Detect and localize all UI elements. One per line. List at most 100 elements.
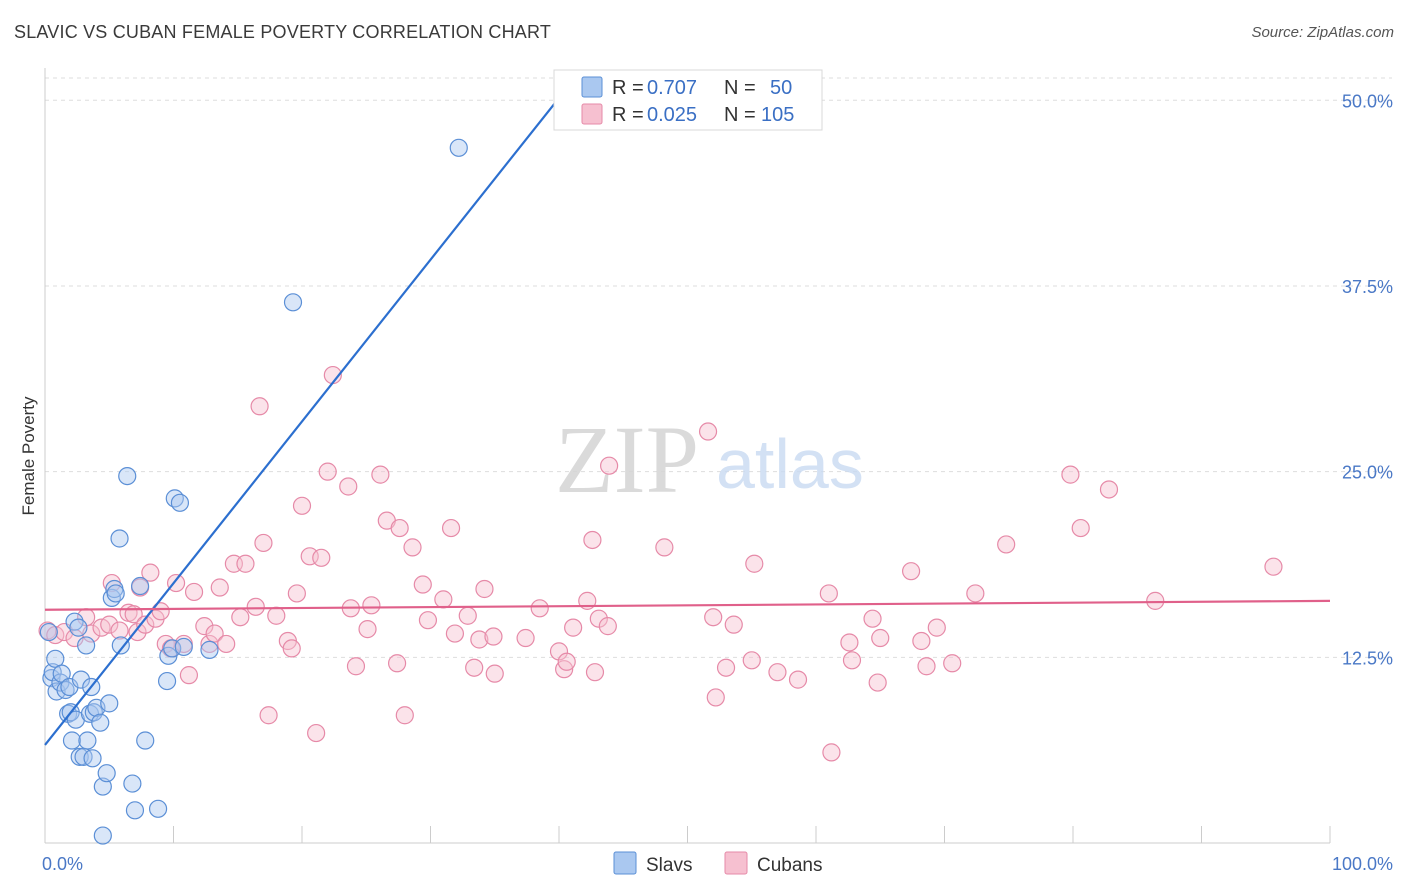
cubans-point-61 [445, 624, 465, 643]
cubans-point-12 [128, 622, 147, 642]
watermark-zip: ZIP [555, 406, 699, 513]
cubans-point-59 [434, 590, 453, 609]
slavs-point-28 [100, 694, 119, 713]
cubans-point-15 [141, 563, 160, 582]
slavs-point-47 [283, 293, 303, 312]
cubans-point-71 [555, 660, 574, 679]
cubans-point-103 [997, 535, 1016, 554]
cubans-point-49 [358, 619, 377, 639]
legend-r-value-slavs: 0.707 [647, 77, 697, 99]
cubans-point-84 [716, 658, 736, 677]
cubans-point-35 [259, 706, 278, 725]
cubans-point-14 [136, 615, 155, 634]
slavs-point-38 [136, 731, 155, 750]
cubans-point-106 [1099, 480, 1119, 499]
cubans-point-26 [205, 624, 224, 643]
cubans-point-62 [458, 606, 477, 625]
cubans-point-87 [745, 554, 764, 573]
cubans-point-72 [557, 652, 576, 671]
cubans-point-20 [166, 573, 186, 593]
slavs-point-14 [69, 618, 88, 637]
cubans-point-82 [704, 608, 723, 627]
slavs-point-44 [170, 493, 190, 512]
cubans-point-90 [819, 584, 838, 603]
y-tick-label-0: 12.5% [1342, 648, 1393, 668]
chart-source: Source: ZipAtlas.com [1251, 24, 1394, 41]
cubans-points [38, 365, 1283, 762]
legend-n-value-slavs: 50 [770, 77, 792, 99]
slavs-point-39 [148, 799, 168, 818]
slavs-point-18 [77, 636, 96, 655]
cubans-point-64 [470, 630, 489, 649]
cubans-point-28 [217, 634, 236, 654]
legend: R = 0.707 N = 50 R = 0.025 N = 105 [553, 69, 823, 131]
y-tick-label-3: 50.0% [1342, 91, 1393, 111]
cubans-point-31 [236, 554, 255, 573]
cubans-point-85 [724, 615, 743, 634]
cubans-point-38 [282, 639, 301, 658]
cubans-point-97 [901, 562, 921, 581]
cubans-point-40 [292, 496, 312, 515]
cubans-point-107 [1146, 591, 1165, 610]
cubans-point-108 [1264, 557, 1283, 576]
x-tick-label-0: 0.0% [42, 854, 83, 874]
legend-n-label-cubans: N = [724, 104, 756, 126]
cubans-point-41 [300, 547, 319, 566]
cubans-point-93 [842, 651, 862, 670]
axes [44, 68, 1331, 844]
slavs-point-48 [449, 138, 468, 157]
cubans-point-92 [840, 633, 859, 652]
cubans-point-60 [441, 518, 461, 538]
slavs-point-36 [125, 801, 145, 820]
slavs-point-40 [157, 671, 177, 691]
slavs-point-45 [174, 637, 193, 657]
cubans-point-75 [583, 530, 602, 550]
cubans-point-100 [927, 618, 946, 637]
cubans-point-88 [768, 663, 787, 682]
cubans-point-22 [179, 666, 199, 685]
slavs-point-31 [106, 584, 125, 603]
cubans-point-76 [585, 663, 605, 682]
cubans-point-53 [387, 654, 407, 673]
bottom-legend-label-slavs: Slavs [646, 855, 692, 876]
legend-swatch-cubans [581, 103, 603, 125]
cubans-point-91 [822, 743, 841, 762]
watermark-atlas: atlas [716, 425, 864, 503]
cubans-point-34 [254, 533, 273, 553]
slavs-point-11 [62, 731, 82, 750]
cubans-point-98 [912, 631, 931, 651]
slavs-point-19 [78, 731, 97, 750]
cubans-point-94 [863, 609, 882, 628]
cubans-point-9 [110, 621, 129, 640]
cubans-point-42 [307, 723, 326, 743]
cubans-point-7 [100, 615, 119, 634]
slavs-points [39, 138, 468, 845]
slavs-point-1 [42, 669, 61, 688]
cubans-point-33 [250, 397, 269, 416]
cubans-point-99 [917, 657, 936, 676]
slavs-point-34 [118, 466, 137, 486]
slavs-point-16 [71, 670, 91, 689]
cubans-point-101 [943, 654, 962, 673]
tick-labels: 12.5% 25.0% 37.5% 50.0% 0.0% 100.0% [42, 91, 1393, 874]
cubans-point-32 [246, 597, 265, 616]
slavs-point-32 [110, 529, 129, 548]
cubans-point-50 [362, 596, 381, 615]
cubans-point-54 [390, 518, 409, 538]
legend-r-label-slavs: R = [612, 77, 644, 99]
y-tick-label-1: 25.0% [1342, 463, 1393, 483]
cubans-point-39 [287, 584, 306, 603]
cubans-point-46 [339, 477, 358, 496]
cubans-point-79 [600, 456, 619, 475]
slavs-point-25 [91, 713, 110, 732]
cubans-point-66 [484, 627, 503, 646]
cubans-point-67 [485, 664, 504, 683]
slavs-point-33 [111, 636, 130, 655]
legend-swatch-slavs [581, 76, 603, 98]
cubans-point-73 [564, 618, 583, 637]
slavs-point-37 [130, 576, 150, 596]
slavs-point-27 [97, 764, 116, 783]
cubans-point-27 [210, 578, 229, 597]
cubans-point-65 [475, 579, 494, 599]
